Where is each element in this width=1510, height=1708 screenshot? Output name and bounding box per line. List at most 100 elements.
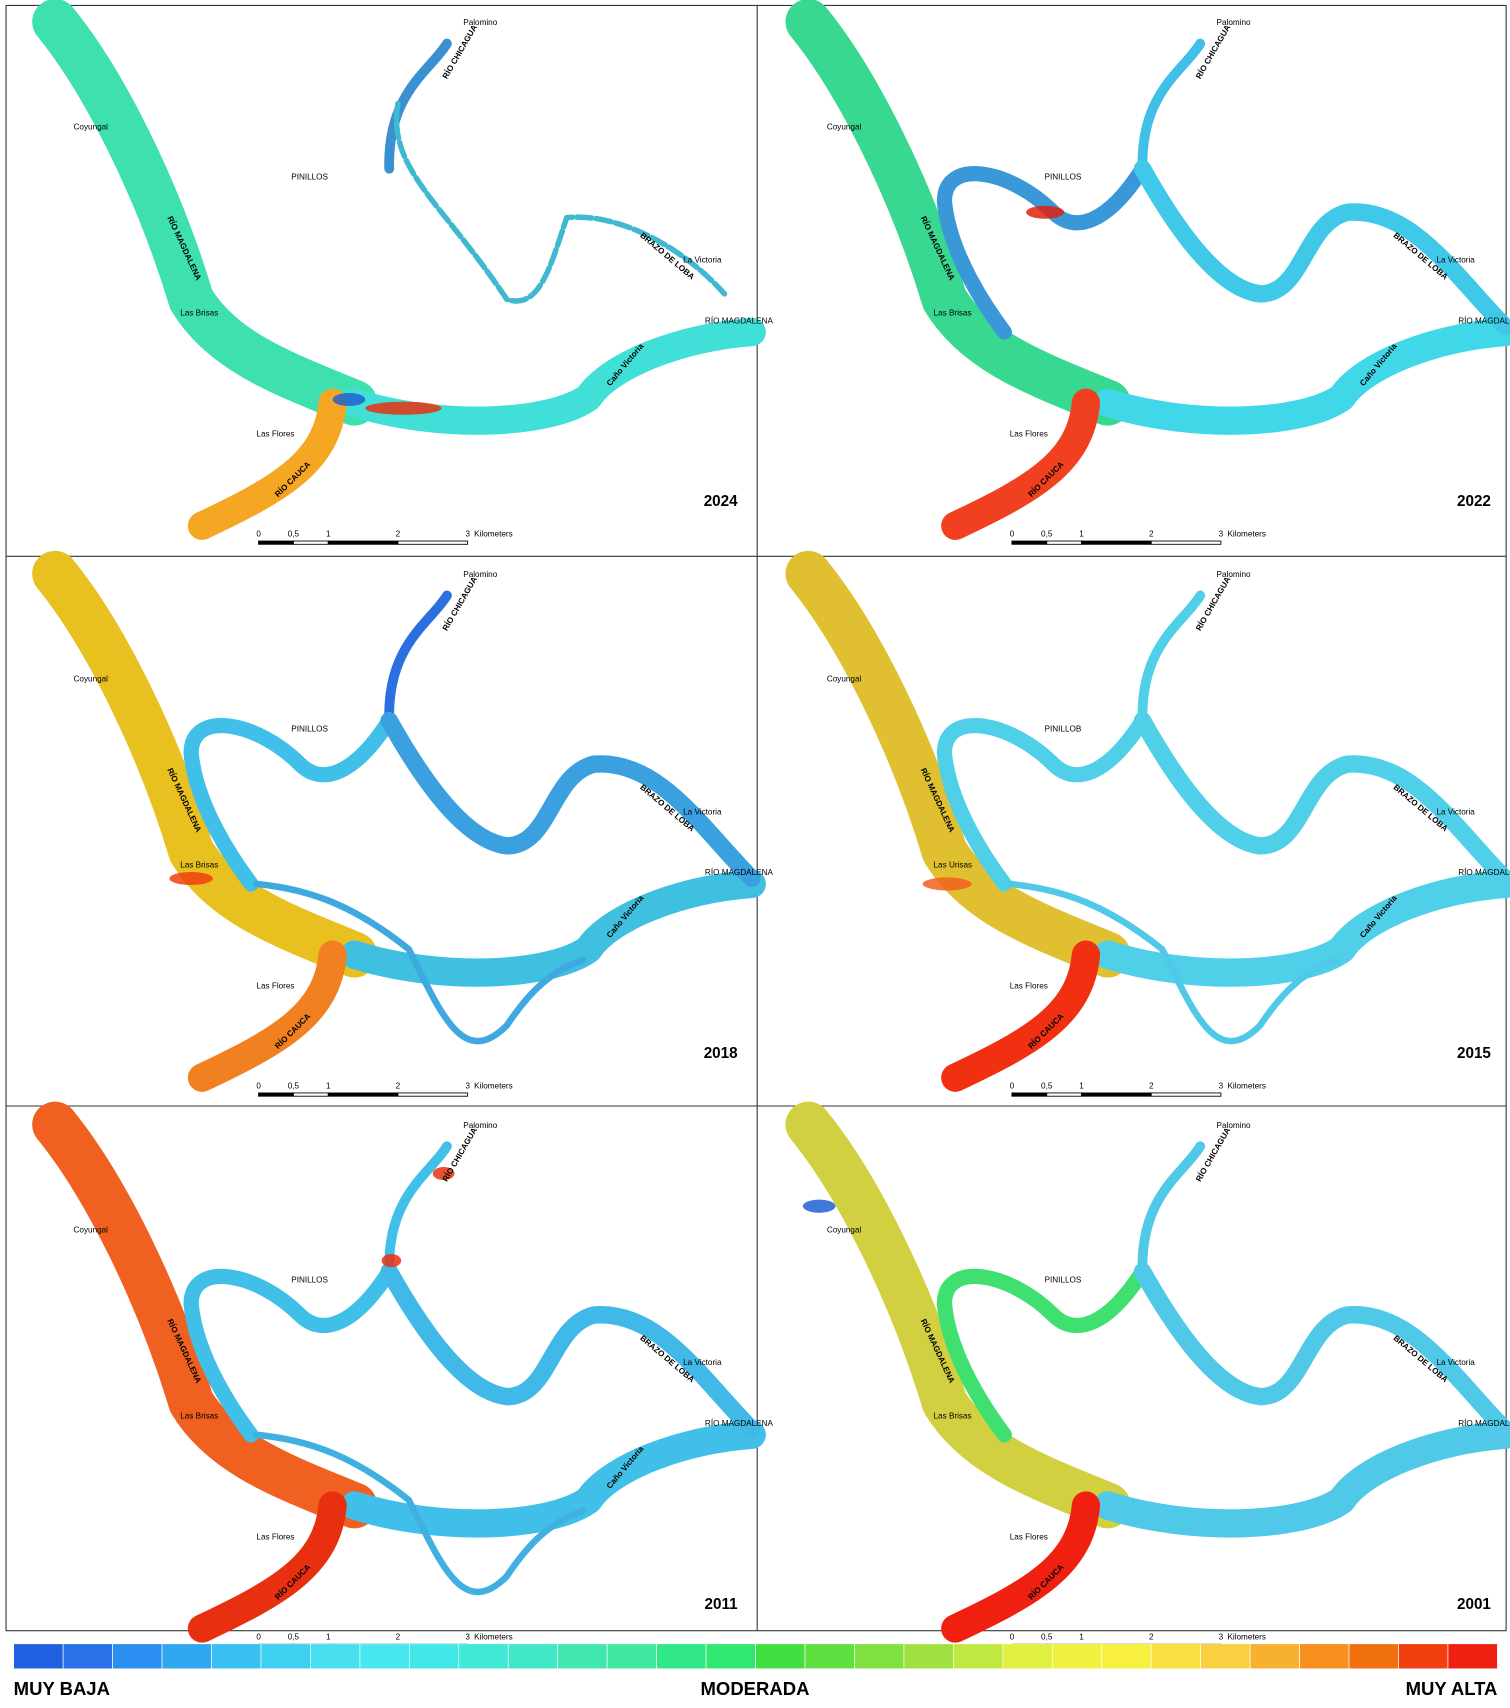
place-label: La Victoria xyxy=(683,1358,722,1367)
scale-bar-label: 0,5 xyxy=(288,1082,300,1091)
legend-swatch xyxy=(755,1643,806,1670)
hotspot xyxy=(1026,205,1065,219)
place-label: RÍO MAGDALENA xyxy=(1458,1418,1510,1428)
place-label: Coyungal xyxy=(74,1225,109,1234)
scale-bar-segment xyxy=(1150,1092,1222,1097)
place-label: Las Flores xyxy=(1010,981,1048,990)
scale-bar-label: 2 xyxy=(1149,1082,1154,1091)
scale-bar-label: 2 xyxy=(1149,1632,1154,1641)
river xyxy=(32,0,378,426)
legend-swatch xyxy=(804,1643,855,1670)
legend-swatch xyxy=(507,1643,559,1670)
scale-bar-label: 3 xyxy=(465,1632,470,1641)
river xyxy=(785,0,1131,426)
place-label: La Victoria xyxy=(1436,807,1475,816)
scale-bar-label: Kilometers xyxy=(1227,530,1266,539)
river xyxy=(340,317,766,435)
place-label: RÍO MAGDALENA xyxy=(1458,315,1510,325)
legend-swatch xyxy=(62,1643,113,1670)
scale-bar-label: 1 xyxy=(1079,1632,1084,1641)
river xyxy=(936,161,1151,340)
legend-swatch xyxy=(409,1643,460,1670)
river xyxy=(187,388,347,540)
place-label: Coyungal xyxy=(74,674,109,683)
place-label: Las Brisas xyxy=(180,309,218,318)
scale-bar-segment xyxy=(1150,540,1222,545)
legend-swatch xyxy=(458,1643,509,1670)
place-label: Las Flores xyxy=(256,981,294,990)
legend-swatch xyxy=(606,1643,657,1670)
place-label: RÍO MAGDALENA xyxy=(705,1418,774,1428)
river xyxy=(1137,1141,1206,1277)
river xyxy=(1093,1420,1510,1538)
river xyxy=(384,590,452,726)
river xyxy=(380,711,761,888)
river xyxy=(1093,317,1510,435)
scale-bar-label: 1 xyxy=(1079,530,1084,539)
river xyxy=(393,100,728,304)
legend-swatch xyxy=(359,1643,410,1670)
legend-swatch xyxy=(1051,1643,1103,1670)
place-label: Las Brisas xyxy=(180,1411,218,1420)
place-label: PINILLOS xyxy=(1045,173,1082,182)
scale-bar-segment xyxy=(293,540,329,545)
scale-bar-segment xyxy=(1081,540,1152,545)
river xyxy=(187,940,347,1092)
scale-bar-label: Kilometers xyxy=(1227,1082,1266,1091)
scale-bar-label: 3 xyxy=(1219,1082,1224,1091)
place-label: Coyungal xyxy=(827,1225,862,1234)
place-label: La Victoria xyxy=(683,807,722,816)
scale-bar-label: Kilometers xyxy=(1227,1632,1266,1641)
legend-swatch xyxy=(112,1643,163,1670)
place-label: Coyungal xyxy=(827,123,862,132)
place-label: Las Flores xyxy=(1010,430,1048,439)
scale-bar-label: 0,5 xyxy=(1041,1632,1053,1641)
scale-bar-label: 3 xyxy=(465,1082,470,1091)
scale-bar-label: 0,5 xyxy=(288,1632,300,1641)
legend-swatch xyxy=(260,1643,311,1670)
scale-bar-label: 0 xyxy=(256,1632,261,1641)
river xyxy=(1137,38,1206,174)
hotspot xyxy=(922,877,972,891)
river xyxy=(1133,160,1510,336)
scale-bar-segment xyxy=(258,540,294,545)
legend-swatch xyxy=(1398,1643,1449,1670)
place-label: Las Brisas xyxy=(180,861,218,870)
legend-swatch xyxy=(854,1643,905,1670)
scale-bar-label: 1 xyxy=(1079,1082,1084,1091)
scale-bar-label: Kilometers xyxy=(474,530,513,539)
legend-label: MUY BAJA xyxy=(14,1678,110,1699)
year-label: 2022 xyxy=(1457,493,1491,510)
scale-bar-label: 2 xyxy=(396,1082,401,1091)
place-label: Las Flores xyxy=(256,430,294,439)
legend-swatch xyxy=(705,1643,756,1670)
place-label: Las Brisas xyxy=(934,1411,972,1420)
legend-swatch xyxy=(1249,1643,1300,1670)
hotspot xyxy=(332,392,366,407)
river xyxy=(384,1141,452,1277)
river xyxy=(32,1101,378,1529)
place-label: Las Flores xyxy=(1010,1532,1048,1541)
scale-bar-segment xyxy=(1011,1092,1048,1097)
scale-bar-label: 0 xyxy=(1010,530,1015,539)
river xyxy=(384,38,452,174)
legend-label: MODERADA xyxy=(701,1678,810,1699)
place-label: La Victoria xyxy=(1436,255,1475,264)
place-label: Palomino xyxy=(1217,18,1251,27)
place-label: RÍO MAGDALENA xyxy=(1458,867,1510,877)
place-label: Las Flores xyxy=(256,1532,294,1541)
scale-bar-label: 3 xyxy=(1219,1632,1224,1641)
river xyxy=(936,1263,1151,1443)
legend-swatch xyxy=(557,1643,608,1670)
year-label: 2001 xyxy=(1457,1596,1491,1613)
hotspot xyxy=(365,401,442,415)
legend-swatch xyxy=(1299,1643,1350,1670)
legend-swatch xyxy=(1150,1643,1201,1670)
legend-swatch xyxy=(13,1643,64,1670)
legend-swatch xyxy=(1200,1643,1251,1670)
place-label: PINILLOS xyxy=(1045,1275,1082,1284)
